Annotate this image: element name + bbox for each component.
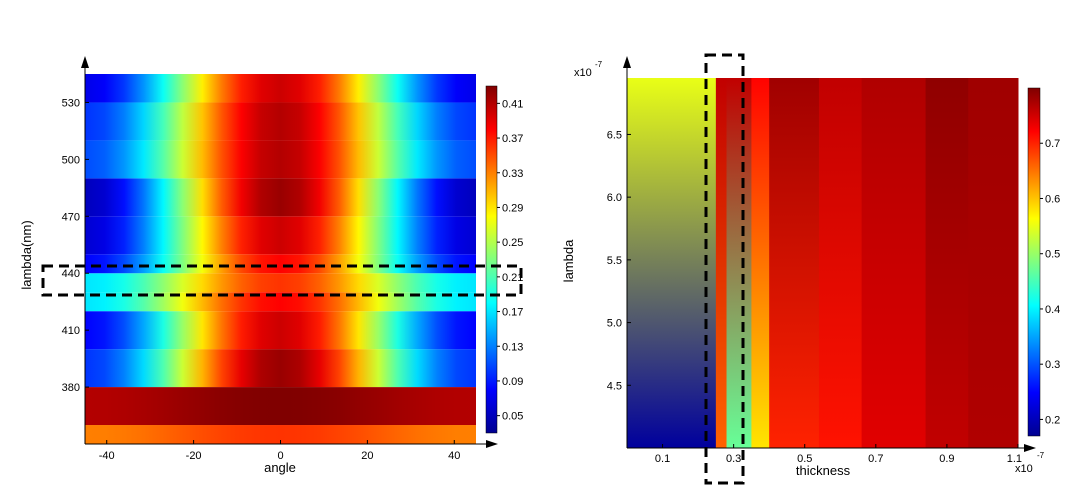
heatmap-column (968, 78, 1019, 448)
colorbar-tick-label: 0.09 (502, 376, 523, 388)
x-tick-label: 40 (448, 450, 460, 462)
heatmap-row (85, 102, 476, 141)
colorbar-tick-label: 0.41 (502, 98, 523, 110)
y-exponent: x10 (574, 67, 592, 79)
x-tick-label: 0.1 (655, 453, 670, 465)
x-tick-label: 0.9 (939, 453, 954, 465)
colorbar-tick-label: 0.2 (1045, 414, 1060, 426)
axes (81, 56, 498, 448)
y-axis-label: lambda(nm) (19, 220, 34, 289)
colorbar (1027, 87, 1041, 437)
x-tick-label: -20 (186, 450, 202, 462)
heatmap-column (751, 78, 770, 448)
x-tick-labels: -40 -20 0 20 40 (99, 450, 461, 462)
y-tick-label: 410 (62, 325, 80, 337)
colorbar-tick-label: 0.17 (502, 307, 523, 319)
x-tick-label: 0.3 (726, 453, 741, 465)
heatmap-column (715, 78, 728, 448)
x-tick-label: 0 (277, 450, 283, 462)
y-tick-label: 6.0 (607, 192, 622, 204)
highlight-box (704, 53, 745, 485)
x-tick-label: 0.5 (797, 453, 812, 465)
colorbar-tick-label: 0.25 (502, 237, 523, 249)
heatmap-row (85, 425, 476, 444)
colorbar-tick-label: 0.4 (1045, 304, 1060, 316)
colorbar-tick-label: 0.37 (502, 133, 523, 145)
y-tick-label: 530 (62, 97, 80, 109)
highlight-box (41, 264, 523, 297)
y-tick-labels: 380 410 440 470 500 530 (62, 97, 80, 394)
heatmap-column (726, 78, 752, 448)
colorbar-tick-label: 0.05 (502, 411, 523, 423)
y-axis-arrow (81, 56, 89, 68)
colorbar-tick-label: 0.5 (1045, 249, 1060, 261)
x-exponent-power: -7 (1037, 451, 1045, 460)
axes (623, 56, 1036, 452)
heatmap-row (85, 311, 476, 350)
heatmap-row (85, 74, 476, 103)
colorbar-tick-label: 0.3 (1045, 359, 1060, 371)
x-tick-label: 20 (361, 450, 373, 462)
heatmap-row (85, 140, 476, 179)
y-axis-arrow (623, 56, 631, 68)
y-axis-label: lambda (561, 239, 576, 282)
y-exponent-power: -7 (595, 60, 603, 69)
heatmap-row (85, 349, 476, 388)
x-axis-arrow (1024, 444, 1036, 452)
colorbar-tick-labels: 0.2 0.3 0.4 0.5 0.6 0.7 (1040, 138, 1060, 426)
y-tick-label: 5.5 (607, 255, 622, 267)
heatmap-row (85, 387, 476, 426)
y-tick-label: 440 (62, 268, 80, 280)
colorbar-tick-label: 0.6 (1045, 193, 1060, 205)
colorbar (485, 85, 498, 434)
heatmap-column (925, 78, 969, 448)
y-tick-label: 500 (62, 154, 80, 166)
colorbar-tick-labels: 0.05 0.09 0.13 0.17 0.21 0.25 0.29 0.33 0.37 0.41 (497, 98, 523, 423)
colorbar-tick-label: 0.21 (502, 272, 523, 284)
x-axis-arrow (486, 440, 498, 448)
y-tick-label: 470 (62, 211, 80, 223)
y-tick-label: 380 (62, 382, 80, 394)
heatmap-column (769, 78, 820, 448)
y-tick-label: 6.5 (607, 129, 622, 141)
x-axis-label: angle (264, 460, 296, 475)
x-exponent: x10 (1015, 463, 1033, 475)
chart-angle-lambda: -40 -20 0 20 40 380 410 440 470 500 530 angle lam… (19, 56, 523, 475)
chart-thickness-lambda: 0.1 0.3 0.5 0.7 0.9 1.1 4.5 5.0 5.5 6.0 6.5 thick… (561, 53, 1060, 485)
colorbar-tick-label: 0.29 (502, 202, 523, 214)
y-tick-label: 5.0 (607, 318, 622, 330)
heatmap-row (85, 292, 476, 312)
heatmap-area (627, 78, 1019, 448)
x-tick-labels: 0.1 0.3 0.5 0.7 0.9 1.1 (655, 453, 1022, 465)
y-tick-labels: 4.5 5.0 5.5 6.0 6.5 (607, 129, 622, 392)
heatmap-row (85, 254, 476, 274)
heatmap-area (85, 74, 476, 444)
heatmap-row (85, 216, 476, 255)
colorbar-tick-label: 0.33 (502, 168, 523, 180)
x-tick-label: -40 (99, 450, 115, 462)
heatmap-column (818, 78, 863, 448)
x-tick-label: 1.1 (1007, 453, 1022, 465)
x-tick-label: 0.7 (868, 453, 883, 465)
heatmap-row (85, 273, 476, 293)
heatmap-row (85, 178, 476, 217)
y-tick-label: 4.5 (607, 380, 622, 392)
colorbar-tick-label: 0.13 (502, 341, 523, 353)
colorbar-tick-label: 0.7 (1045, 138, 1060, 150)
heatmap-column (627, 78, 717, 448)
heatmap-column (861, 78, 927, 448)
x-axis-label: thickness (796, 463, 851, 478)
